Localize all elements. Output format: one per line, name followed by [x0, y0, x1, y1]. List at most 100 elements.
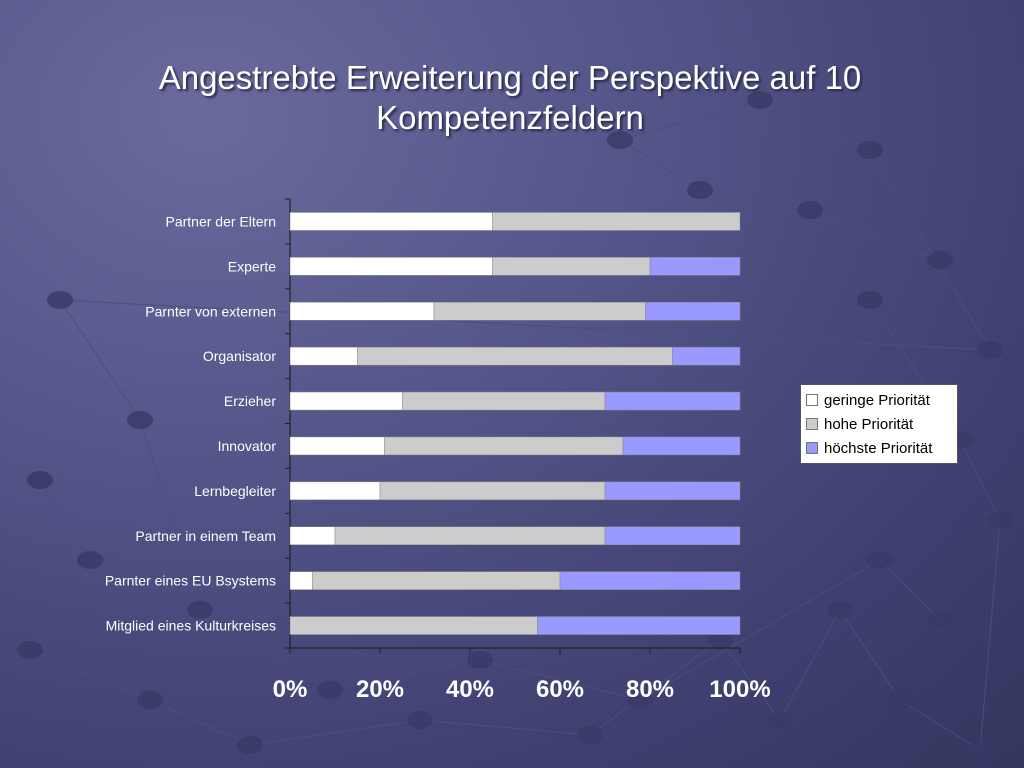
background-line: [759, 99, 871, 151]
bar-segment-geringe: [289, 391, 403, 411]
bar-segment-hoechste: [649, 257, 741, 276]
bar-segment-hoechste: [604, 391, 741, 411]
bar-segment-hoechste: [604, 481, 741, 501]
bar-segment-hohe: [289, 616, 538, 635]
background-line: [719, 639, 781, 721]
legend-label: geringe Priorität: [824, 391, 930, 409]
background-dot: [317, 681, 343, 699]
background-dot: [137, 691, 163, 709]
background-line: [619, 99, 761, 141]
category-label: Partner in einem Team: [135, 528, 276, 544]
bar-segment-hoechste: [672, 346, 741, 366]
category-label: Lernbegleiter: [194, 483, 276, 499]
x-tick-label: 0%: [273, 676, 308, 703]
bar-segment-geringe: [289, 571, 313, 590]
background-line: [959, 439, 1001, 521]
legend-item: höchste Priorität: [806, 436, 952, 460]
background-dot: [127, 411, 153, 429]
bar-segment-geringe: [289, 346, 358, 366]
category-label: Experte: [228, 258, 276, 274]
background-line: [899, 699, 981, 751]
background-line: [979, 519, 1001, 751]
background-dot: [857, 291, 883, 309]
category-label: Erzieher: [224, 393, 276, 409]
background-dot: [17, 641, 43, 659]
background-line: [869, 259, 941, 301]
background-line: [479, 659, 641, 701]
x-tick-label: 80%: [626, 676, 674, 703]
bar-segment-hoechste: [537, 616, 741, 635]
legend-item: hohe Priorität: [806, 412, 952, 436]
background-line: [419, 719, 591, 736]
background-line: [59, 299, 141, 421]
bar-segment-hohe: [492, 212, 741, 231]
bar-segment-hohe: [492, 257, 651, 276]
legend-item: geringe Priorität: [806, 388, 952, 412]
background-dot: [27, 471, 53, 489]
background-line: [869, 149, 991, 351]
category-label: Parnter eines EU Bsystems: [105, 573, 276, 589]
background-line: [589, 639, 721, 736]
bar-segment-hohe: [357, 346, 673, 366]
category-label: Organisator: [203, 348, 276, 364]
category-label: Partner der Eltern: [166, 213, 277, 229]
background-line: [329, 659, 481, 691]
background-dot: [627, 691, 653, 709]
background-line: [149, 699, 251, 746]
x-tick-label: 100%: [709, 676, 770, 703]
background-dot: [977, 341, 1003, 359]
background-line: [39, 479, 91, 561]
background-dot: [467, 651, 493, 669]
background-line: [839, 609, 901, 701]
legend-swatch: [806, 442, 818, 454]
background-dot: [187, 601, 213, 619]
background-dot: [687, 181, 713, 199]
background-line: [29, 559, 91, 651]
bar-segment-hohe: [384, 436, 624, 456]
background-dot: [767, 711, 793, 729]
bar-segment-geringe: [289, 302, 435, 321]
bar-segment-hohe: [334, 526, 606, 545]
background-line: [879, 559, 941, 621]
background-line: [139, 419, 201, 611]
x-tick-label: 20%: [356, 676, 404, 703]
category-label: Parnter von externen: [145, 303, 276, 319]
bar-segment-geringe: [289, 481, 381, 501]
background-line: [699, 189, 811, 211]
chart-legend: geringe Priorität hohe Priorität höchste P…: [800, 384, 958, 464]
background-dot: [237, 736, 263, 754]
background-line: [809, 209, 941, 261]
x-tick-label: 40%: [446, 676, 494, 703]
background-dot: [77, 551, 103, 569]
legend-label: hohe Priorität: [824, 415, 914, 433]
background-dot: [47, 291, 73, 309]
bar-segment-geringe: [289, 257, 493, 276]
background-line: [779, 609, 841, 721]
legend-label: höchste Priorität: [824, 439, 933, 457]
background-dot: [927, 611, 953, 629]
background-dot: [407, 711, 433, 729]
legend-swatch: [806, 418, 818, 430]
bar-segment-geringe: [289, 212, 493, 231]
x-tick-label: 60%: [536, 676, 584, 703]
background-line: [199, 609, 331, 691]
bar-segment-hohe: [379, 481, 606, 501]
background-dot: [707, 631, 733, 649]
category-label: Innovator: [218, 438, 277, 454]
legend-swatch: [806, 394, 818, 406]
background-dot: [577, 726, 603, 744]
background-dot: [887, 691, 913, 709]
background-line: [639, 559, 881, 701]
bar-segment-hohe: [402, 391, 606, 411]
bar-segment-hohe: [433, 302, 646, 321]
background-dot: [967, 741, 993, 759]
bar-segment-hoechste: [622, 436, 741, 456]
background-dot: [797, 201, 823, 219]
background-dot: [927, 251, 953, 269]
background-line: [249, 719, 421, 746]
background-line: [619, 139, 701, 191]
background-dot: [867, 551, 893, 569]
background-line: [59, 299, 991, 351]
